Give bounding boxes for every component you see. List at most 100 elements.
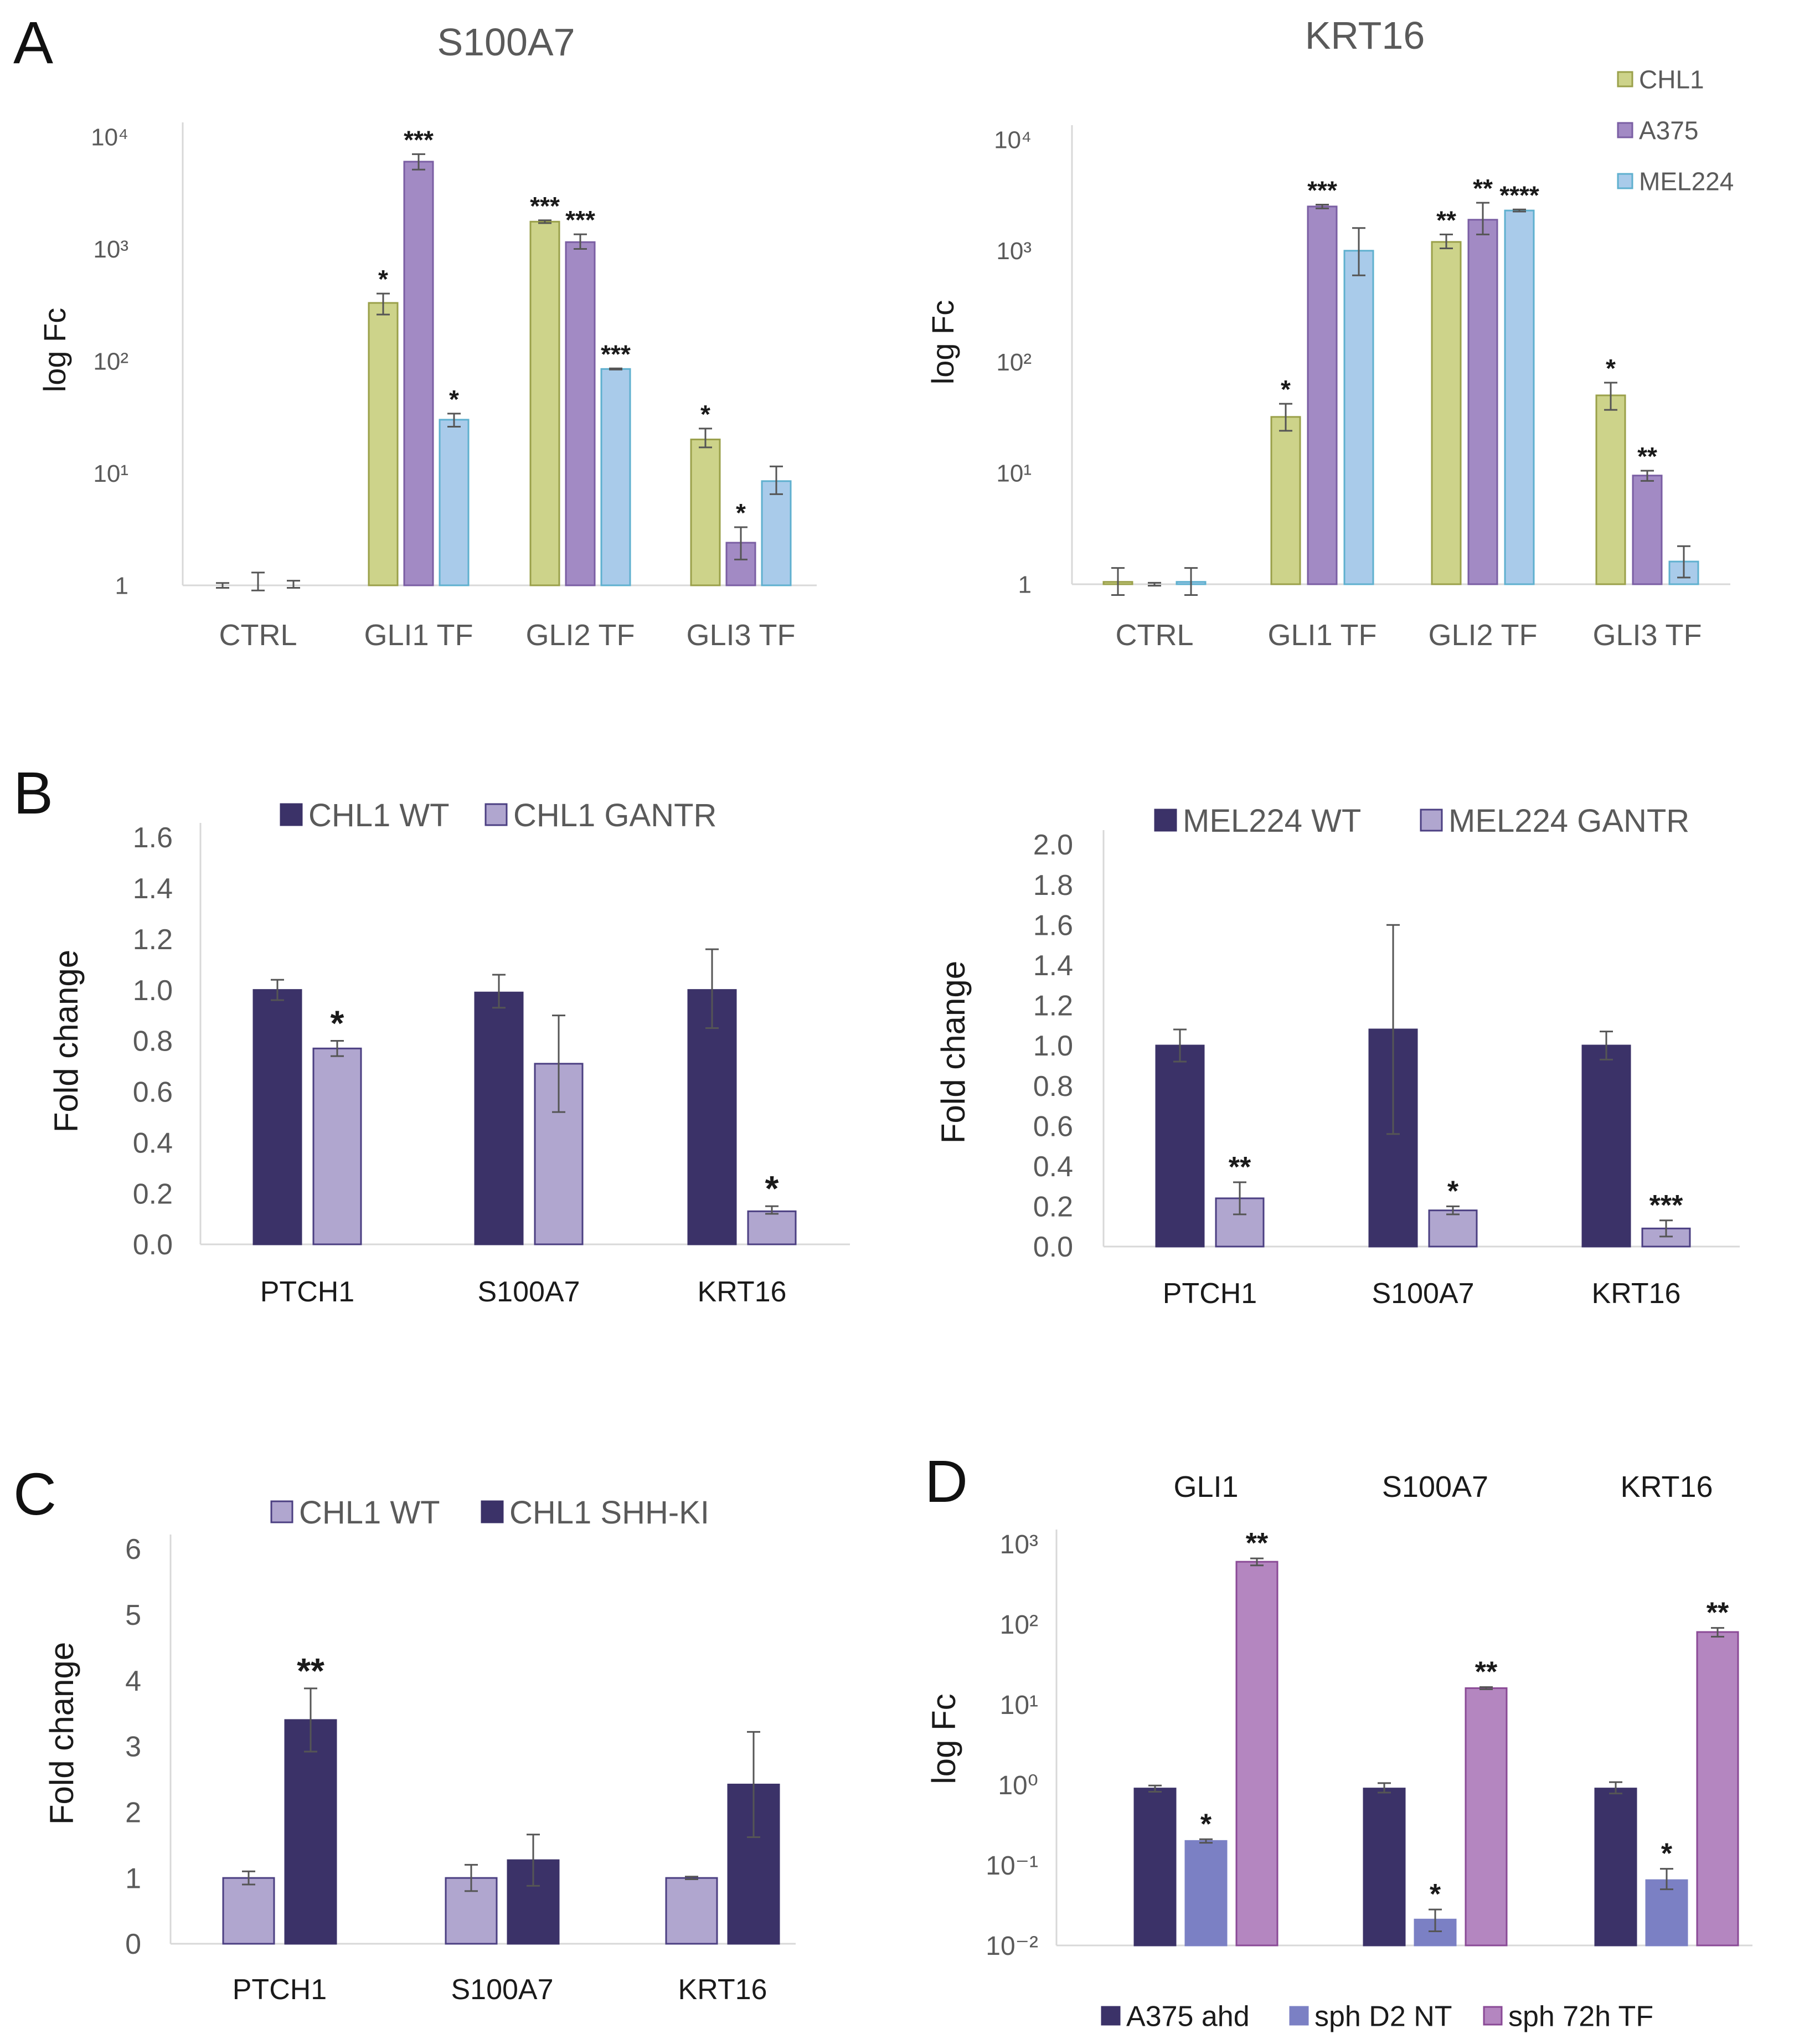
significance-stars: **	[297, 1651, 324, 1691]
y-tick-label: 0.4	[1033, 1151, 1073, 1183]
legend-swatch	[1617, 71, 1633, 87]
x-category-label: KRT16	[1620, 1470, 1713, 1504]
bar	[1343, 250, 1374, 585]
bar	[1307, 205, 1338, 585]
bar	[1504, 209, 1535, 585]
y-tick-label: 1.0	[1033, 1030, 1073, 1062]
x-category-label: CTRL	[219, 619, 297, 652]
y-tick-label: 10⁻¹	[986, 1851, 1038, 1881]
bar	[1632, 475, 1663, 585]
legend-swatch	[1420, 809, 1443, 832]
bar	[1431, 241, 1462, 585]
y-tick-label: 1.4	[133, 873, 173, 905]
y-tick-label: 0.0	[133, 1229, 173, 1261]
x-category-label: S100A7	[451, 1974, 553, 2006]
x-category-label: S100A7	[477, 1276, 580, 1308]
x-category-label: KRT16	[698, 1276, 787, 1308]
bar	[1467, 219, 1498, 585]
significance-stars: ***	[404, 125, 434, 154]
y-axis-title: log Fc	[925, 300, 960, 385]
legend-swatch	[484, 803, 508, 826]
y-tick-label: 3	[125, 1731, 141, 1763]
legend-label: CHL1 GANTR	[513, 797, 716, 833]
bar	[665, 1877, 718, 1945]
legend-swatch	[1617, 173, 1633, 189]
legend-label: MEL224	[1639, 167, 1734, 196]
significance-stars: *	[331, 1003, 344, 1043]
bar	[747, 1210, 797, 1245]
bar	[1465, 1687, 1508, 1947]
significance-stars: ***	[530, 192, 560, 220]
y-tick-label: 0	[125, 1928, 141, 1960]
significance-stars: *	[1281, 375, 1291, 404]
significance-stars: *	[700, 400, 710, 429]
x-category-label: KRT16	[678, 1974, 767, 2006]
y-tick-label: 1.6	[1033, 909, 1073, 941]
x-category-label: GLI1 TF	[364, 619, 473, 652]
legend-label: CHL1 WT	[299, 1495, 440, 1531]
panel-b-chart-3: 0.0 0.2 0.4 0.6 0.8 1.0 1.2 1.4 1.6 PTCH1 S100A7 KR…	[13, 759, 850, 1308]
x-category-label: PTCH1	[1163, 1278, 1257, 1310]
y-tick-label: 10¹	[996, 460, 1032, 487]
y-tick-label: 10³	[93, 236, 128, 263]
legend: CHL1 A375 MEL224	[1617, 65, 1734, 196]
y-tick-label: 10²	[1000, 1610, 1038, 1640]
significance-stars: *	[1430, 1878, 1441, 1911]
y-tick-label: 1.0	[133, 975, 173, 1007]
y-tick-label: 10⁰	[998, 1771, 1038, 1800]
y-tick-label: 5	[125, 1599, 141, 1631]
panel-letter: D	[925, 1448, 968, 1515]
y-axis-title: Fold change	[43, 1642, 80, 1825]
bar	[439, 419, 470, 586]
significance-stars: *	[1606, 354, 1616, 383]
panel-letter: A	[13, 9, 53, 76]
bar	[687, 989, 737, 1245]
significance-stars: **	[1246, 1527, 1269, 1559]
y-tick-label: 6	[125, 1533, 141, 1566]
y-tick-label: 1	[115, 572, 128, 599]
y-tick-label: 1	[1018, 571, 1032, 598]
y-tick-label: 1.2	[1033, 990, 1073, 1022]
significance-stars: *	[1447, 1175, 1459, 1207]
legend-swatch	[481, 1500, 504, 1523]
bar	[1581, 1044, 1631, 1248]
bar	[761, 480, 792, 586]
panel-a-chart-2: 1 10¹ 10² 10³ 10⁴ CTRL GLI1 TF GLI2 TF GLI3 TF lo…	[925, 14, 1734, 652]
y-tick-label: 0.8	[133, 1026, 173, 1058]
bar	[1133, 1788, 1177, 1947]
significance-stars: *	[449, 385, 459, 414]
y-tick-label: 10⁻²	[986, 1932, 1038, 1961]
y-tick-label: 10⁴	[91, 123, 128, 151]
panel-b-chart-4: 0.0 0.2 0.4 0.6 0.8 1.0 1.2 1.4 1.6 1.8 2.0 PTCH1 S1…	[935, 803, 1740, 1310]
y-tick-label: 4	[125, 1665, 141, 1697]
legend-swatch	[1101, 2006, 1121, 2026]
panel-letter: B	[13, 759, 53, 826]
bar	[690, 439, 721, 586]
chart-title: S100A7	[437, 20, 575, 64]
significance-stars: *	[1661, 1838, 1673, 1870]
chart-title: KRT16	[1305, 14, 1425, 57]
y-axis-title: log Fc	[37, 308, 72, 393]
bar	[284, 1719, 337, 1945]
y-axis-title: Fold change	[48, 950, 85, 1132]
legend-swatch	[280, 803, 303, 826]
y-tick-label: 10¹	[93, 460, 128, 487]
y-tick-label: 10³	[1000, 1530, 1038, 1559]
legend-swatch	[270, 1500, 293, 1523]
significance-stars: ****	[1499, 181, 1539, 209]
y-tick-label: 1.2	[133, 924, 173, 956]
x-category-label: PTCH1	[233, 1974, 327, 2006]
x-category-label: GLI3 TF	[1592, 619, 1702, 652]
bar	[1696, 1631, 1739, 1947]
panel-d-chart-6: 10⁻² 10⁻¹ 10⁰ 10¹ 10² 10³ GLI1 S100A7 KRT16 log F…	[925, 1448, 1752, 2033]
legend: A375 ahd sph D2 NT sph 72h TF	[1101, 2001, 1653, 2033]
significance-stars: **	[1707, 1597, 1729, 1629]
x-category-label: GLI2 TF	[1428, 619, 1537, 652]
bar	[1155, 1044, 1205, 1248]
legend-label: sph D2 NT	[1314, 2001, 1452, 2033]
bar	[1184, 1840, 1228, 1947]
y-tick-label: 0.2	[133, 1178, 173, 1210]
y-tick-label: 0.6	[1033, 1110, 1073, 1142]
significance-stars: **	[1229, 1151, 1251, 1183]
